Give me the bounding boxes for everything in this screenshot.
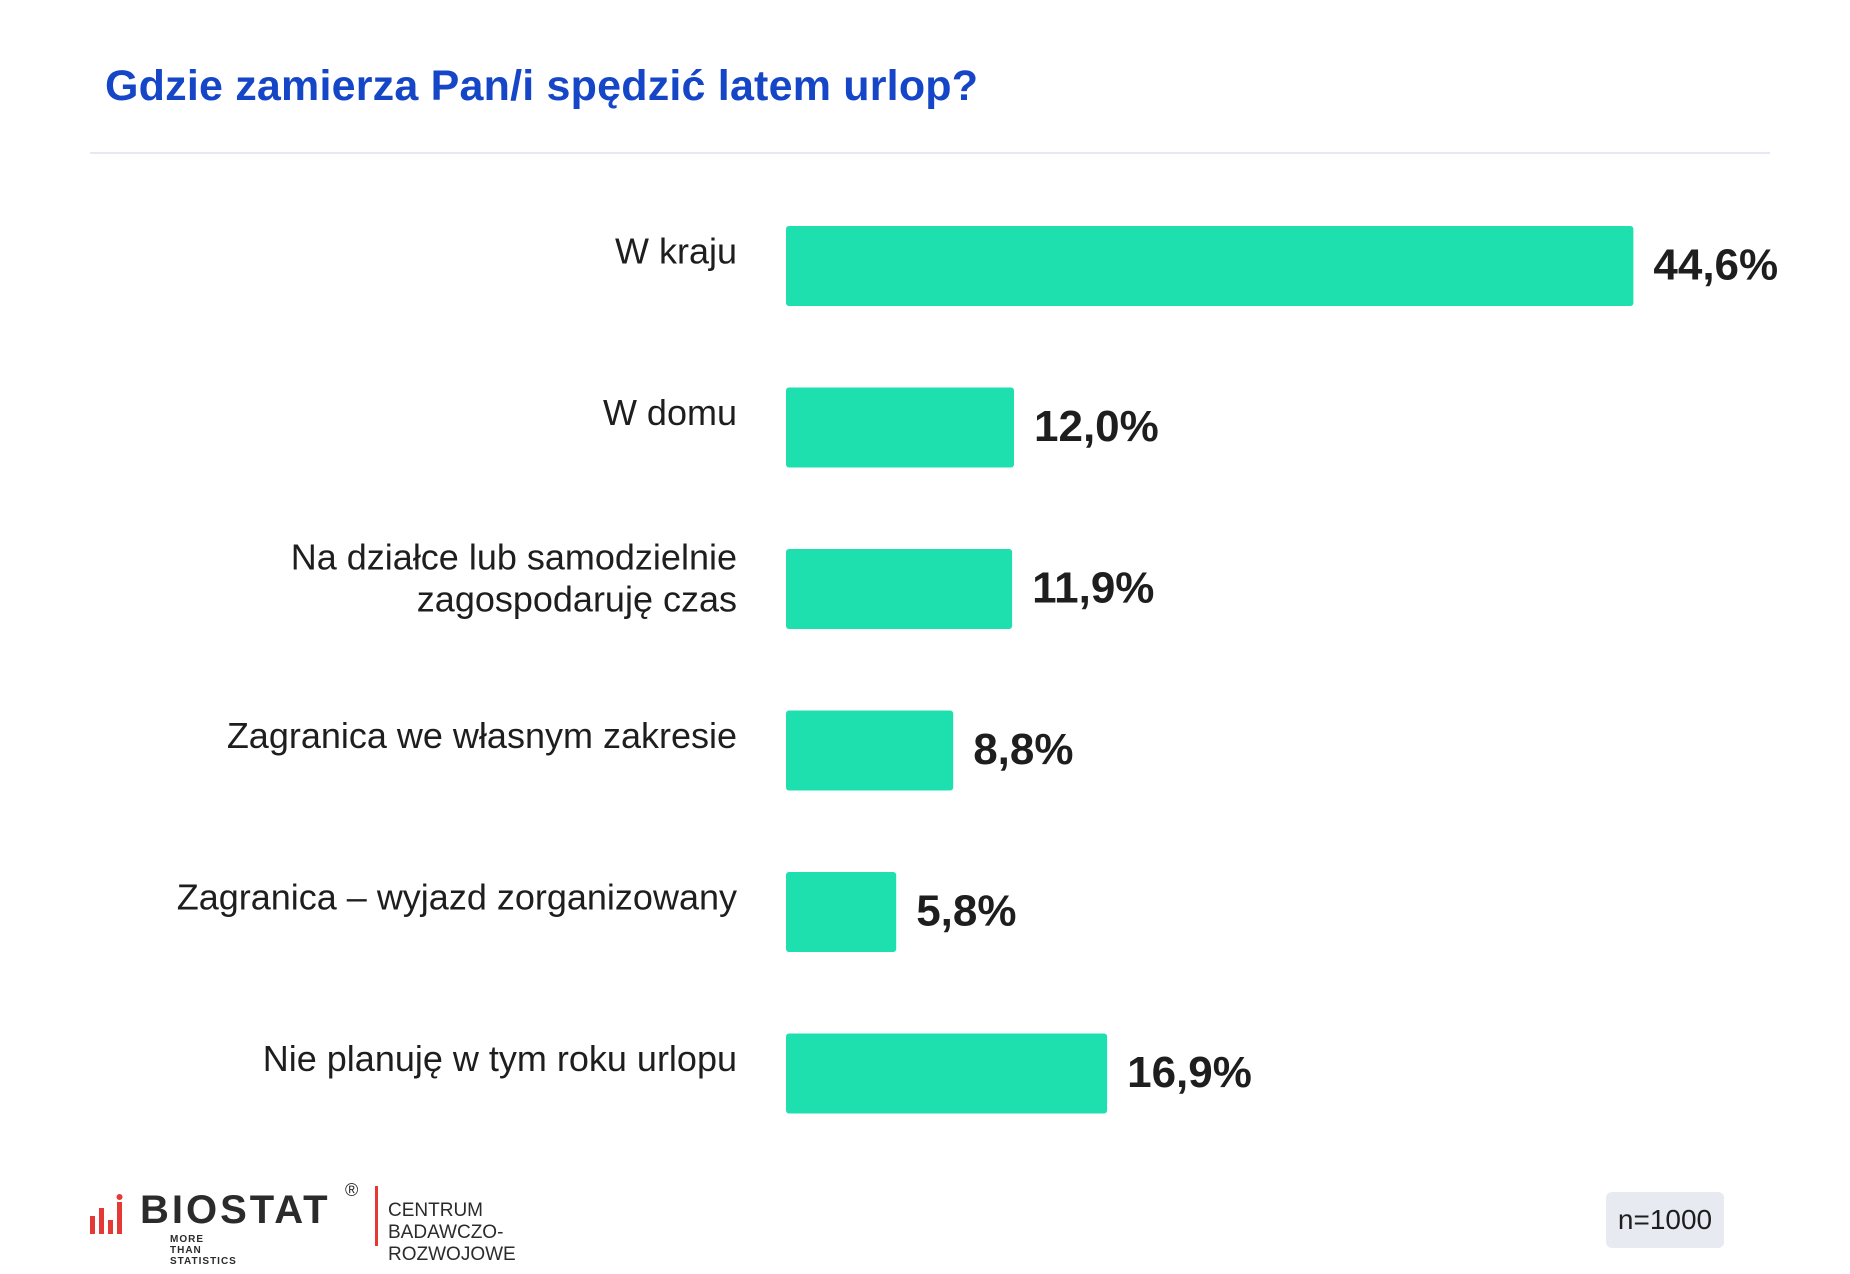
value-label-5: 5,8% [916, 887, 1016, 936]
bar-6 [786, 1033, 1108, 1114]
logo-bars-icon [90, 1194, 123, 1234]
bar-1 [786, 226, 1634, 306]
division-line-2: BADAWCZO-ROZWOJOWE [388, 1222, 516, 1265]
bar-4 [786, 710, 954, 791]
category-label-6: Nie planuję w tym roku urlopu [263, 1038, 737, 1079]
value-label-1: 44,6% [1653, 241, 1778, 290]
category-label-4: Zagranica we własnym zakresie [227, 715, 737, 756]
division-line-1: CENTRUM [388, 1200, 483, 1221]
category-label-5: Zagranica – wyjazd zorganizowany [177, 877, 737, 918]
logo-brand: BIOSTAT [140, 1188, 331, 1232]
value-label-2: 12,0% [1034, 402, 1159, 451]
logo-tagline: MORE THAN STATISTICS [170, 1234, 237, 1267]
division-name: CENTRUM BADAWCZO-ROZWOJOWE [388, 1200, 516, 1266]
logo-registered: ® [345, 1180, 359, 1200]
value-label-6: 16,9% [1127, 1048, 1252, 1097]
bar-5 [786, 872, 897, 952]
category-label-2: W domu [603, 392, 737, 433]
category-label-1: W kraju [615, 231, 737, 272]
value-label-4: 8,8% [973, 725, 1073, 774]
value-label-3: 11,9% [1032, 564, 1154, 613]
logo-divider [375, 1186, 378, 1246]
title-divider [90, 152, 1770, 154]
bar-chart: 44,6% W kraju 12,0% W domu 11,9% Na działce l… [177, 226, 1778, 1114]
bar-2 [786, 387, 1014, 468]
bar-3 [786, 549, 1013, 629]
category-label-3: Na działce lub samodzielnie zagospodaruję… [291, 537, 737, 620]
sample-size-badge: n=1000 [1606, 1192, 1724, 1248]
page-title: Gdzie zamierza Pan/i spędzić latem urlop… [105, 62, 979, 110]
